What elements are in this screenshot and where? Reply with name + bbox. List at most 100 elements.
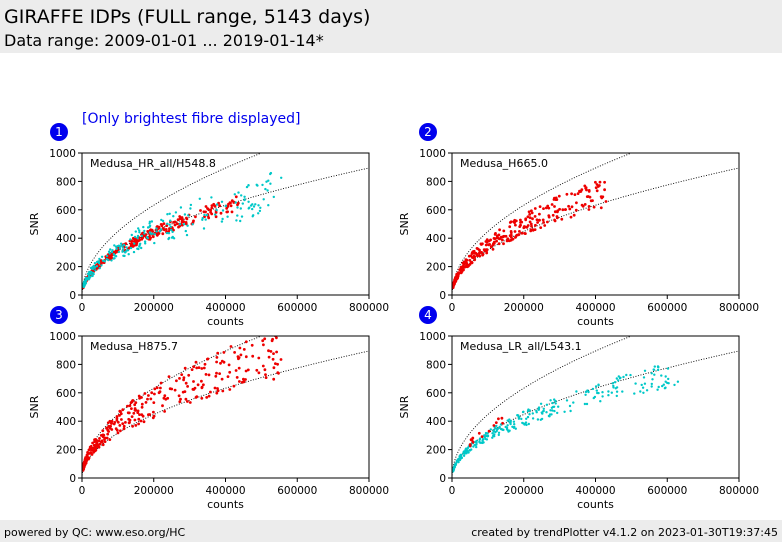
brightest-fibre-note: [Only brightest fibre displayed] bbox=[82, 111, 301, 127]
data-point bbox=[128, 421, 131, 424]
data-point bbox=[497, 433, 500, 437]
data-point bbox=[591, 387, 595, 391]
data-point bbox=[572, 401, 575, 404]
data-point bbox=[93, 266, 97, 269]
data-point bbox=[600, 196, 604, 200]
data-point bbox=[583, 402, 587, 406]
data-point bbox=[645, 389, 649, 392]
data-point bbox=[83, 457, 87, 461]
data-point bbox=[101, 259, 105, 262]
data-point bbox=[641, 386, 645, 389]
data-point bbox=[543, 224, 547, 227]
data-point bbox=[144, 401, 148, 404]
data-point bbox=[489, 428, 492, 431]
data-point bbox=[666, 381, 669, 385]
data-point bbox=[110, 250, 114, 254]
data-point bbox=[244, 340, 248, 344]
data-point bbox=[127, 417, 131, 421]
data-point bbox=[456, 458, 460, 462]
panel-label: Medusa_LR_all/L543.1 bbox=[460, 340, 582, 353]
reference-curve-1 bbox=[452, 350, 739, 478]
data-point bbox=[209, 208, 213, 212]
data-point bbox=[251, 207, 254, 211]
data-point bbox=[569, 409, 572, 413]
y-tick-label: 1000 bbox=[49, 331, 76, 343]
data-point bbox=[125, 246, 128, 249]
data-point bbox=[594, 186, 598, 190]
data-point bbox=[526, 215, 530, 219]
y-tick-label: 800 bbox=[426, 359, 446, 371]
data-point bbox=[170, 387, 174, 391]
data-point bbox=[170, 228, 173, 232]
data-point bbox=[478, 251, 481, 255]
data-point bbox=[533, 215, 537, 218]
data-point bbox=[191, 223, 194, 226]
data-point bbox=[188, 401, 192, 404]
data-point bbox=[119, 412, 123, 416]
data-point bbox=[146, 397, 149, 401]
reference-curve-1 bbox=[82, 167, 369, 295]
data-point bbox=[99, 434, 103, 437]
header-bar: GIRAFFE IDPs (FULL range, 5143 days) Dat… bbox=[0, 0, 782, 53]
data-point bbox=[168, 212, 171, 215]
data-point bbox=[516, 414, 519, 417]
data-point bbox=[504, 234, 508, 238]
x-tick-label: 200000 bbox=[504, 302, 544, 314]
data-point bbox=[676, 380, 680, 383]
data-point bbox=[251, 354, 255, 358]
data-point bbox=[596, 391, 599, 395]
data-point bbox=[533, 207, 537, 210]
data-point bbox=[267, 355, 271, 359]
data-point bbox=[469, 254, 473, 258]
data-point bbox=[483, 248, 487, 252]
data-point bbox=[162, 227, 165, 230]
data-point bbox=[103, 437, 106, 441]
data-point bbox=[134, 401, 138, 404]
data-point bbox=[219, 211, 223, 215]
data-point bbox=[114, 245, 118, 248]
data-point bbox=[242, 377, 245, 381]
data-point bbox=[263, 337, 267, 341]
data-point bbox=[551, 401, 554, 405]
x-tick-label: 400000 bbox=[205, 302, 245, 314]
data-point bbox=[186, 385, 190, 388]
data-point bbox=[459, 457, 462, 460]
data-point bbox=[509, 422, 512, 426]
data-point bbox=[495, 239, 498, 243]
data-point bbox=[279, 358, 283, 361]
data-point bbox=[236, 214, 239, 217]
data-point bbox=[589, 199, 593, 203]
data-point bbox=[243, 195, 246, 198]
data-point bbox=[252, 205, 256, 208]
data-point bbox=[216, 387, 219, 390]
data-point bbox=[187, 373, 191, 377]
data-point bbox=[216, 351, 220, 355]
data-point bbox=[233, 193, 236, 196]
data-point bbox=[236, 206, 239, 209]
data-point bbox=[470, 438, 474, 442]
data-point bbox=[262, 198, 265, 201]
data-point bbox=[529, 229, 533, 233]
data-point bbox=[230, 210, 234, 214]
data-point bbox=[578, 190, 582, 194]
data-point bbox=[143, 229, 146, 233]
chart-badge-1: 1 bbox=[50, 123, 68, 141]
y-tick-label: 800 bbox=[56, 359, 76, 371]
data-point bbox=[183, 366, 187, 370]
x-tick-label: 800000 bbox=[349, 302, 389, 314]
data-point bbox=[643, 382, 647, 385]
y-tick-label: 0 bbox=[439, 290, 446, 302]
data-point bbox=[522, 225, 526, 228]
plot-frame bbox=[451, 335, 740, 479]
data-point bbox=[168, 236, 171, 240]
data-point bbox=[171, 235, 174, 239]
data-point bbox=[484, 243, 488, 247]
data-point bbox=[126, 249, 130, 252]
data-point bbox=[133, 242, 136, 245]
data-point bbox=[276, 362, 279, 366]
data-point bbox=[514, 427, 517, 430]
data-point bbox=[617, 379, 620, 382]
data-point bbox=[650, 372, 653, 375]
data-point bbox=[160, 224, 164, 228]
data-point bbox=[172, 215, 175, 218]
